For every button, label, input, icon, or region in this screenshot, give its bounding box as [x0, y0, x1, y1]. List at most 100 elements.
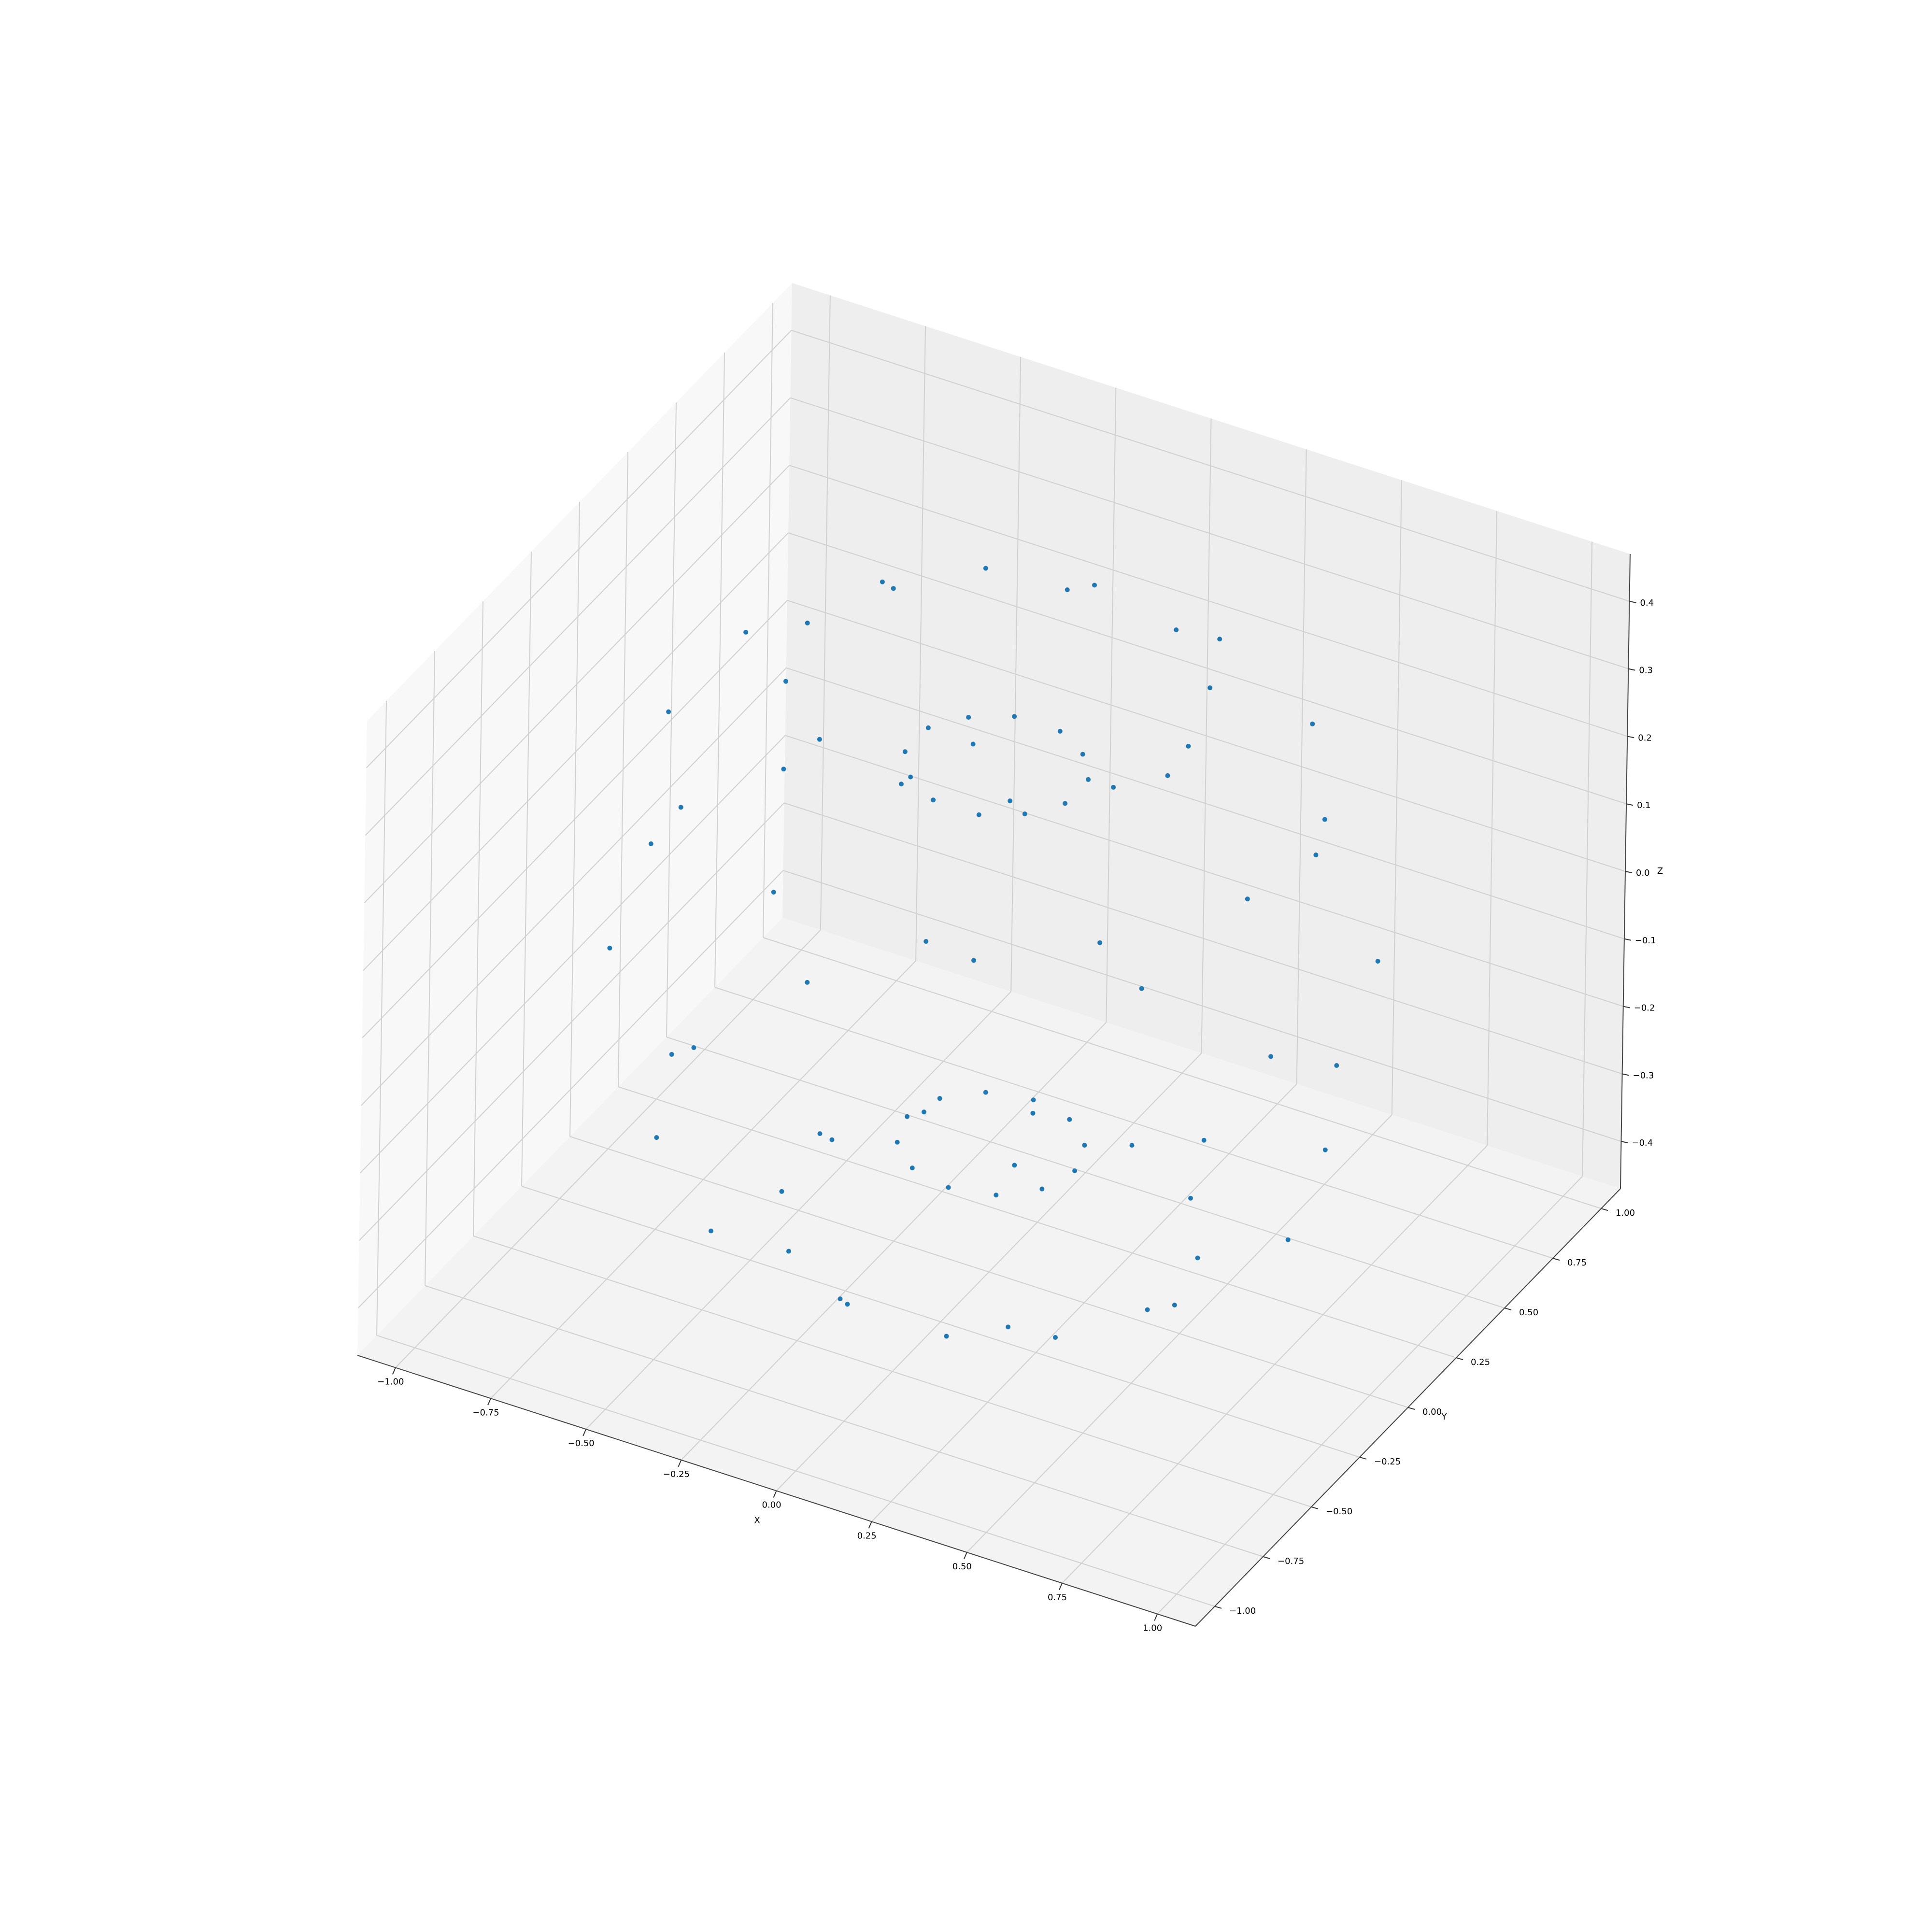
tick-mark [1407, 1407, 1415, 1410]
point [923, 939, 929, 944]
grid-line [785, 735, 1624, 1007]
z-tick-label: 0.2 [1638, 733, 1652, 743]
x-tick-label: −1.00 [377, 1377, 404, 1387]
z-tick-label: 0.1 [1637, 800, 1651, 810]
tick-mark [963, 1552, 967, 1560]
y-tick-label: 0.75 [1567, 1258, 1587, 1268]
point [1082, 1143, 1087, 1148]
tick-mark [1625, 871, 1633, 873]
point [1375, 959, 1380, 964]
point [1245, 896, 1250, 902]
point [607, 945, 612, 951]
point [1012, 1163, 1017, 1168]
grid-line [360, 735, 786, 1174]
z-tick-label: −0.1 [1635, 936, 1656, 946]
x-tick-label: 0.25 [857, 1531, 877, 1541]
x-tick-label: −0.50 [568, 1438, 595, 1449]
tick-mark [678, 1460, 682, 1467]
point [905, 1114, 910, 1119]
point [983, 1090, 988, 1095]
grid-line [789, 465, 1628, 737]
point [1188, 1195, 1193, 1201]
y-tick-label: −0.75 [1278, 1556, 1304, 1566]
point [1008, 798, 1013, 804]
point [771, 890, 776, 895]
point [1310, 721, 1315, 726]
x-axis-line [357, 1355, 1196, 1627]
point [781, 767, 786, 772]
x-tick-label: 0.50 [952, 1562, 972, 1572]
tick-mark [1623, 1006, 1630, 1009]
x-tick-label: 0.00 [762, 1500, 781, 1510]
point [1012, 714, 1017, 719]
tick-mark [868, 1521, 872, 1529]
point [743, 629, 749, 635]
point [937, 1096, 942, 1101]
tick-mark [1059, 1583, 1063, 1591]
tick-mark [1621, 1141, 1628, 1144]
y-axis-line [1195, 1188, 1621, 1627]
grid-line [362, 600, 788, 1038]
tick-mark [773, 1491, 777, 1498]
point [1053, 1335, 1058, 1340]
point [691, 1045, 696, 1051]
point [805, 980, 810, 985]
point [925, 725, 931, 730]
grid-line [521, 1186, 1360, 1458]
point [1145, 1307, 1150, 1312]
z-axis-line [1620, 554, 1631, 1189]
y-tick-label: −0.25 [1374, 1457, 1401, 1467]
grid-line [366, 330, 792, 768]
point [1208, 685, 1213, 691]
tick-mark [1628, 668, 1635, 671]
point [1313, 852, 1319, 858]
x-tick-label: −0.75 [472, 1407, 499, 1418]
z-axis-label: Z [1657, 866, 1663, 876]
grid-line [788, 532, 1627, 805]
tick-mark [1629, 600, 1636, 603]
point [946, 1185, 951, 1190]
point [678, 805, 683, 810]
point [1063, 801, 1068, 806]
point [669, 1051, 674, 1057]
y-tick-label: −0.50 [1326, 1506, 1352, 1517]
tick-mark [1622, 1073, 1629, 1076]
tick-mark [1601, 1208, 1608, 1211]
point [666, 709, 671, 714]
point [1031, 1097, 1036, 1103]
grid-line [666, 1037, 1505, 1309]
z-tick-label: −0.3 [1633, 1070, 1654, 1080]
point [1086, 777, 1091, 782]
grid-line [569, 1136, 1408, 1408]
point [1139, 986, 1144, 991]
point [1174, 627, 1179, 633]
point [1172, 1302, 1177, 1307]
point [909, 1165, 915, 1171]
y-tick-label: 1.00 [1616, 1208, 1635, 1218]
grid-line [425, 1285, 1264, 1557]
point [1334, 1063, 1339, 1068]
tick-mark [1456, 1357, 1463, 1361]
point [1065, 587, 1070, 593]
y-tick-label: 0.25 [1471, 1357, 1490, 1367]
grid-line [357, 870, 784, 1308]
y-tick-label: −1.00 [1229, 1606, 1256, 1616]
point [908, 774, 913, 780]
point [1111, 784, 1116, 790]
grid-line [787, 600, 1626, 872]
x-axis-label: X [754, 1516, 760, 1526]
grid-line [790, 397, 1629, 669]
tick-mark [1359, 1456, 1367, 1460]
point [708, 1228, 713, 1234]
grid-line [376, 1335, 1215, 1607]
grid-line [784, 802, 1622, 1075]
tick-mark [1627, 736, 1634, 739]
tick-mark [1154, 1614, 1158, 1621]
tick-mark [1214, 1605, 1222, 1609]
tick-mark [1311, 1506, 1319, 1509]
point [931, 797, 936, 803]
point [983, 566, 988, 571]
grid-line [361, 668, 787, 1106]
x-tick-label: 1.00 [1143, 1623, 1162, 1634]
z-tick-label: −0.4 [1632, 1138, 1653, 1148]
